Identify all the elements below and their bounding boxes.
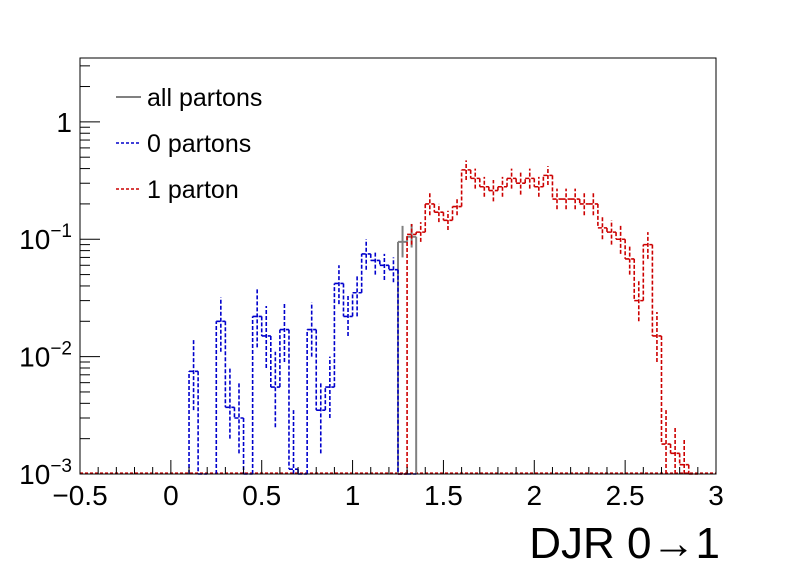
y-tick-base: 10	[19, 459, 50, 490]
y-tick-exponent: −3	[50, 456, 72, 477]
y-tick-label: 10−3	[19, 456, 72, 490]
x-tick-label: 0	[163, 480, 179, 511]
y-tick-base: 1	[56, 107, 72, 138]
x-tick-label: 0.5	[242, 480, 281, 511]
series-1-parton	[398, 160, 698, 475]
y-tick-base: 10	[19, 224, 50, 255]
legend-entry-label: all partons	[147, 84, 262, 112]
series-0-partons	[188, 239, 417, 475]
y-tick-label: 10−1	[19, 221, 72, 255]
y-tick-label: 1	[56, 107, 72, 138]
legend: all partons 0 partons 1 parton	[116, 84, 262, 204]
legend-entry-label: 1 parton	[147, 176, 239, 204]
y-tick-base: 10	[19, 342, 50, 373]
plot-frame	[79, 57, 717, 475]
x-tick-label: 1.5	[424, 480, 463, 511]
y-tick-exponent: −2	[50, 339, 72, 360]
x-tick-label: 2.5	[606, 480, 645, 511]
y-tick-label: 10−2	[19, 339, 72, 373]
x-axis-label: DJR 0→1	[529, 519, 720, 568]
series-layer	[188, 160, 698, 475]
x-tick-label: 1	[345, 480, 361, 511]
y-tick-exponent: −1	[50, 221, 72, 242]
legend-entry-label: 0 partons	[147, 130, 251, 158]
x-tick-label: −0.5	[52, 480, 107, 511]
x-tick-label: 2	[526, 480, 542, 511]
axis-layer: −0.5 0 0.5 1 1.5 2 2.5 310−310−210−11	[19, 57, 724, 511]
x-tick-label: 3	[708, 480, 724, 511]
